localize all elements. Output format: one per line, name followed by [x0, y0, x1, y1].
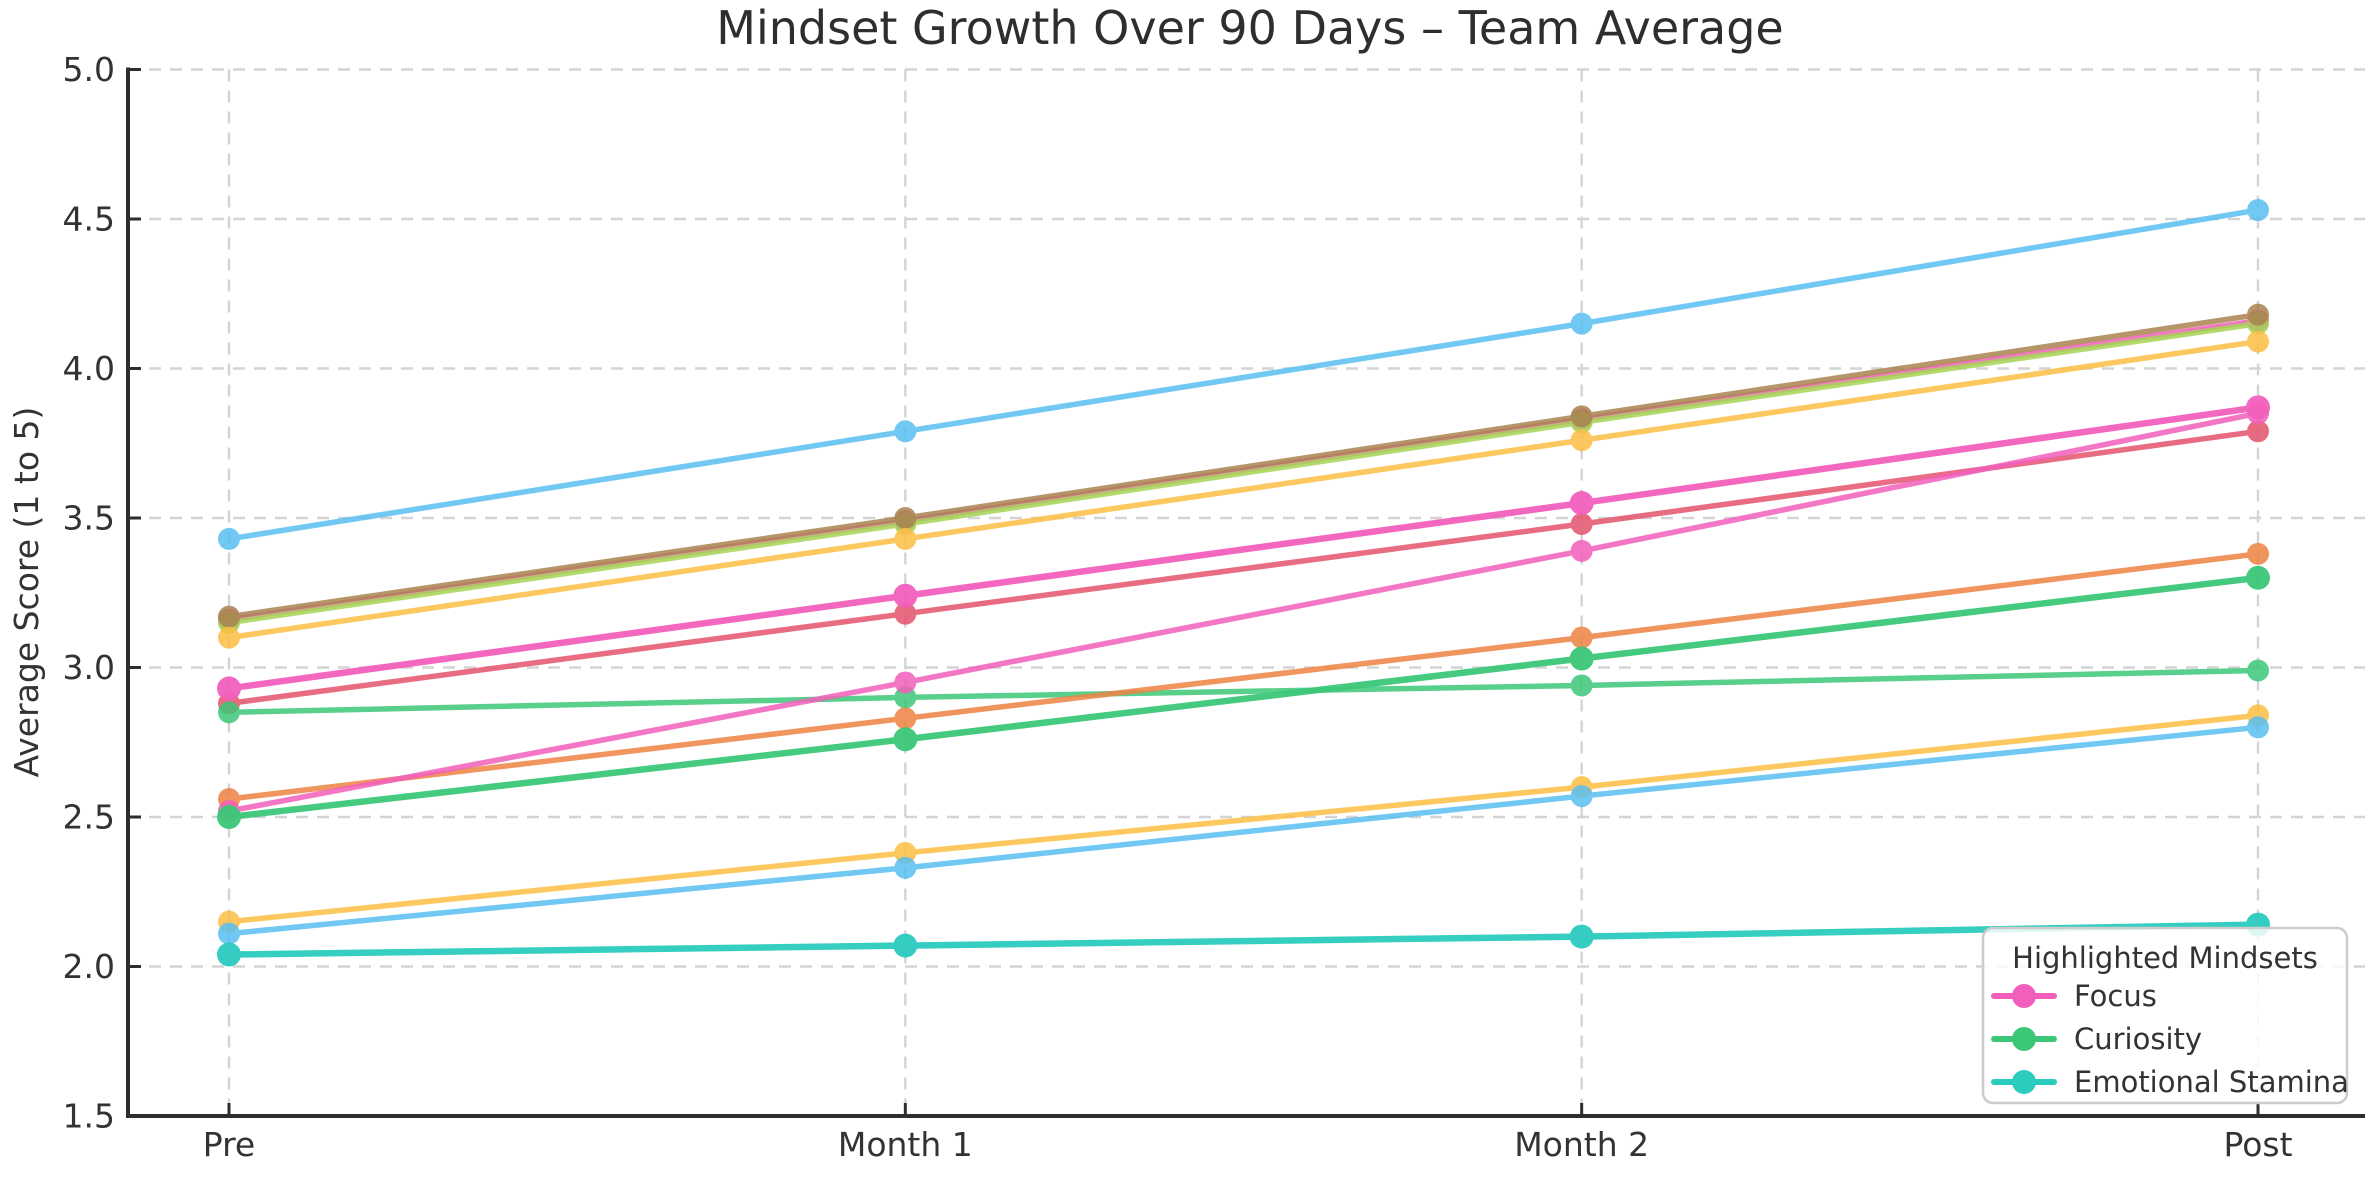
- legend-item-focus: Focus: [1991, 979, 2157, 1013]
- series-line-emotional-stamina: [225, 921, 2262, 958]
- data-point-unlabeled-sky-blue-lower-post: [2247, 716, 2269, 739]
- legend-title: Highlighted Mindsets: [2012, 941, 2318, 975]
- data-point-unlabeled-red-month-1: [894, 602, 917, 625]
- data-point-unlabeled-pink-riser-month-1: [894, 671, 917, 694]
- series-line-focus: [225, 404, 2262, 692]
- y-tick-label: 4.0: [63, 349, 115, 388]
- data-point-unlabeled-red-month-2: [1570, 512, 1593, 535]
- series-line-unlabeled-green-flat: [226, 667, 2261, 716]
- data-point-unlabeled-green-flat-pre: [218, 701, 240, 724]
- data-point-curiosity-month-1: [893, 727, 918, 752]
- y-tick-label: 2.0: [63, 947, 115, 986]
- data-point-unlabeled-amber-upper-pre: [218, 626, 240, 649]
- data-point-focus-post: [2246, 395, 2270, 420]
- series-line-unlabeled-pink-riser: [226, 410, 2261, 814]
- data-point-unlabeled-sky-blue-upper-month-1: [894, 420, 917, 443]
- data-point-unlabeled-sky-blue-lower-month-2: [1570, 785, 1593, 808]
- series-line-unlabeled-amber-lower: [226, 712, 2261, 925]
- series-line-curiosity: [225, 574, 2262, 821]
- legend-item-emotional-stamina: Emotional Stamina: [1991, 1065, 2349, 1099]
- data-point-focus-pre: [217, 676, 241, 701]
- legend-swatch-marker: [2012, 1027, 2036, 1051]
- data-point-unlabeled-green-flat-month-2: [1570, 674, 1593, 697]
- legend-item-curiosity: Curiosity: [1991, 1022, 2202, 1056]
- series-line-unlabeled-sky-blue-lower: [226, 724, 2261, 937]
- legend-entry-label: Curiosity: [2074, 1022, 2202, 1056]
- data-point-unlabeled-green-flat-post: [2247, 659, 2269, 682]
- series-line-unlabeled-brown: [226, 311, 2261, 620]
- legend: Highlighted Mindsets Focus Curiosity Emotio…: [1981, 926, 2349, 1105]
- data-point-unlabeled-orange-month-2: [1570, 626, 1593, 649]
- legend-swatch-marker: [2012, 1070, 2036, 1094]
- data-point-unlabeled-sky-blue-upper-pre: [218, 527, 240, 550]
- axes: 1.5 2.0 2.5 3.0 3.5 4.0 4.5 5.0 Pre Month 1 Month …: [63, 50, 2365, 1164]
- chart-title: Mindset Growth Over 90 Days – Team Avera…: [716, 1, 1783, 55]
- series-unlabeled-orange: [218, 542, 2269, 811]
- series-line-unlabeled-pink-upper: [226, 317, 2261, 623]
- series-line-unlabeled-red: [226, 428, 2261, 707]
- y-tick-label: 5.0: [63, 50, 115, 89]
- legend-entry-label: Focus: [2074, 979, 2157, 1013]
- data-point-unlabeled-sky-blue-upper-month-2: [1570, 312, 1593, 335]
- data-point-unlabeled-red-post: [2247, 420, 2269, 443]
- series-unlabeled-amber-lower: [218, 704, 2269, 933]
- x-tick-label: Month 1: [838, 1125, 973, 1164]
- x-tick-label: Pre: [203, 1125, 255, 1164]
- y-tick-label: 1.5: [63, 1097, 115, 1136]
- series-line-unlabeled-orange: [226, 551, 2261, 802]
- data-point-emotional-stamina-pre: [217, 942, 241, 967]
- y-tick-label: 4.5: [63, 200, 115, 239]
- series-curiosity: [217, 565, 2270, 829]
- series-unlabeled-brown: [218, 303, 2269, 628]
- data-point-curiosity-month-2: [1569, 646, 1594, 671]
- data-point-unlabeled-amber-upper-month-2: [1570, 429, 1593, 452]
- data-point-unlabeled-orange-post: [2247, 542, 2269, 565]
- series-emotional-stamina: [217, 912, 2270, 967]
- y-tick-label: 2.5: [63, 798, 115, 837]
- data-point-curiosity-post: [2246, 565, 2270, 590]
- data-point-focus-month-1: [893, 583, 918, 608]
- data-point-unlabeled-brown-month-2: [1570, 405, 1593, 428]
- x-tick-label: Post: [2223, 1125, 2292, 1164]
- y-axis-label: Average Score (1 to 5): [7, 407, 46, 778]
- y-tick-label: 3.5: [63, 499, 115, 538]
- data-point-unlabeled-sky-blue-lower-pre: [218, 922, 240, 945]
- data-point-focus-month-2: [1569, 491, 1594, 516]
- data-point-unlabeled-pink-riser-month-2: [1570, 539, 1593, 562]
- legend-box: [1981, 926, 2349, 1105]
- data-point-unlabeled-sky-blue-lower-month-1: [894, 856, 917, 879]
- x-tick-label: Month 2: [1514, 1125, 1649, 1164]
- series-line-unlabeled-yellow-green: [226, 320, 2261, 626]
- data-point-emotional-stamina-month-1: [893, 933, 918, 958]
- data-point-unlabeled-amber-upper-post: [2247, 330, 2269, 353]
- data-point-curiosity-pre: [217, 805, 241, 829]
- data-point-emotional-stamina-month-2: [1569, 924, 1594, 949]
- legend-entry-label: Emotional Stamina: [2074, 1065, 2349, 1099]
- data-point-unlabeled-brown-pre: [218, 605, 240, 628]
- series-unlabeled-green-flat: [218, 659, 2269, 724]
- series-line-unlabeled-amber-upper: [226, 338, 2261, 641]
- data-point-unlabeled-sky-blue-upper-post: [2247, 199, 2269, 222]
- series-unlabeled-sky-blue-upper: [218, 199, 2269, 550]
- series-unlabeled-sky-blue-lower: [218, 716, 2269, 945]
- y-tick-label: 3.0: [63, 648, 115, 687]
- series-line-unlabeled-sky-blue-upper: [226, 207, 2261, 542]
- legend-swatch-marker: [2012, 984, 2036, 1008]
- series-unlabeled-amber-upper: [218, 330, 2269, 649]
- data-point-unlabeled-brown-month-1: [894, 507, 917, 529]
- series-focus: [217, 395, 2270, 701]
- data-point-unlabeled-brown-post: [2247, 303, 2269, 326]
- series-lines: [217, 199, 2270, 967]
- data-point-unlabeled-amber-upper-month-1: [894, 527, 917, 550]
- data-point-unlabeled-orange-month-1: [894, 707, 917, 730]
